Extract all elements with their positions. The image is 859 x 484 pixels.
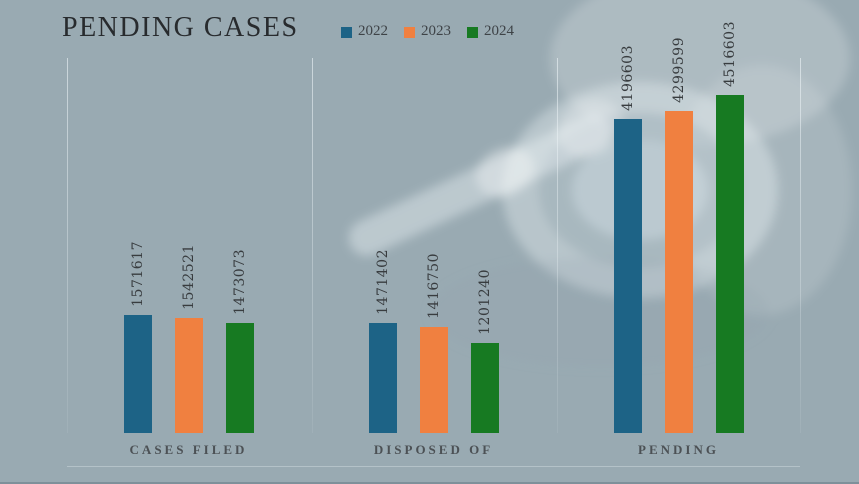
legend-swatch-2023: [404, 26, 415, 38]
bar-value-label: 1542521: [180, 244, 197, 310]
bar-value-label: 4516603: [721, 21, 738, 87]
bar-2023-pending: 4299599: [664, 37, 693, 433]
bar-2022-disposed-of: 1471402: [368, 249, 397, 433]
bar-group: 1571617 1542521 1473073: [67, 58, 310, 433]
chart-pane-pending: 4196603 4299599 4516603 PENDING: [557, 21, 800, 457]
bar-2023-disposed-of: 1416750: [419, 253, 448, 433]
gavel-handle-collar: [556, 98, 624, 158]
legend-label: 2023: [421, 23, 451, 39]
bar-value-label: 1471402: [374, 249, 391, 315]
bar-2024-cases-filed: 1473073: [225, 249, 254, 433]
chart-pane-disposed-of: 1471402 1416750 1201240 DISPOSED OF: [312, 58, 555, 457]
bar-group: 1471402 1416750 1201240: [312, 58, 555, 433]
legend-label: 2022: [358, 23, 388, 39]
category-label-disposed-of: DISPOSED OF: [373, 442, 494, 457]
legend-swatch-2022: [341, 26, 352, 38]
legend-item-2022: 2022: [341, 23, 388, 40]
plot-right-border-line: [800, 58, 801, 433]
bar-value-label: 1201240: [476, 269, 493, 335]
bar-2023-cases-filed: 1542521: [174, 244, 203, 433]
plot-bottom-gridline: [67, 466, 800, 467]
category-label-pending: PENDING: [638, 442, 719, 457]
legend-item-2024: 2024: [467, 23, 514, 40]
legend-label: 2024: [484, 23, 514, 39]
chart-title: PENDING CASES: [62, 12, 299, 43]
gavel-handle-knob: [475, 146, 535, 198]
bar-value-label: 4196603: [619, 45, 636, 111]
bar-2022-cases-filed: 1571617: [123, 241, 152, 433]
chart-pane-cases-filed: 1571617 1542521 1473073 CASES FILED: [67, 58, 310, 457]
bar-group: 4196603 4299599 4516603: [557, 21, 800, 433]
bar-value-label: 1473073: [231, 249, 248, 315]
bar-2024-disposed-of: 1201240: [470, 269, 499, 433]
legend-swatch-2024: [467, 26, 478, 38]
bar-2022-pending: 4196603: [613, 45, 642, 433]
bar-value-label: 1416750: [425, 253, 442, 319]
bar-value-label: 1571617: [129, 241, 146, 307]
category-label-cases-filed: CASES FILED: [129, 442, 248, 457]
legend-item-2023: 2023: [404, 23, 451, 40]
chart-legend: 2022 2023 2024: [341, 23, 514, 40]
bar-value-label: 4299599: [670, 37, 687, 103]
bar-2024-pending: 4516603: [715, 21, 744, 433]
